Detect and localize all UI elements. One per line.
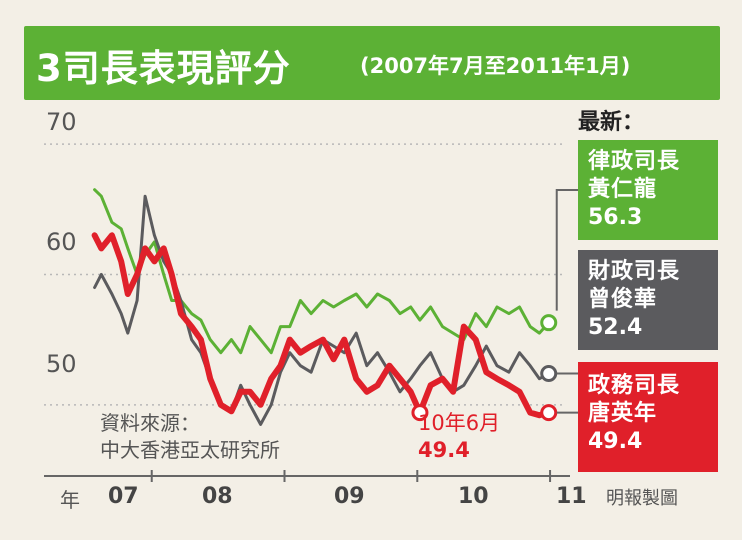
box-value: 52.4 (588, 315, 643, 340)
box-title: 律政司長 (588, 149, 681, 174)
x-tick-label: 10 (458, 484, 489, 509)
source-line: 中大香港亞太研究所 (100, 438, 280, 462)
highlight-point (540, 365, 558, 383)
source-line: 資料來源： (100, 411, 200, 435)
legend-box-financial-secretary: 財政司長 曾俊華 52.4 (578, 250, 718, 350)
leader-line (555, 189, 578, 311)
x-tick-label: 09 (334, 484, 365, 509)
x-tick-label: 08 (202, 484, 233, 509)
callout-annotation: 10年6月 49.4 (418, 410, 500, 464)
y-tick-label: 70 (46, 108, 77, 136)
box-value: 56.3 (588, 205, 643, 230)
x-tick-label: 11 (556, 484, 587, 509)
series-line (93, 188, 551, 355)
y-tick-label: 50 (46, 350, 77, 378)
callout-label: 10年6月 (418, 411, 501, 435)
box-name: 曾俊華 (588, 287, 658, 312)
box-value: 49.4 (588, 429, 643, 454)
chart-subtitle: (2007年7月至2011年1月) (360, 54, 631, 78)
x-unit-label: 年 (60, 488, 80, 512)
highlight-point (540, 404, 558, 422)
highlight-point (540, 314, 558, 332)
series-line (93, 194, 551, 426)
box-title: 財政司長 (588, 259, 681, 284)
legend-box-chief-secretary: 政務司長 唐英年 49.4 (578, 362, 718, 472)
source-note: 資料來源： 中大香港亞太研究所 (100, 410, 280, 464)
credit-label: 明報製圖 (606, 488, 678, 509)
y-tick-label: 60 (46, 228, 77, 256)
box-title: 政務司長 (588, 373, 681, 398)
highlight-point (411, 404, 429, 422)
latest-label: 最新： (578, 110, 645, 135)
box-name: 唐英年 (588, 401, 658, 426)
callout-value: 49.4 (418, 438, 470, 462)
series-line (91, 232, 552, 419)
legend-box-secretary-for-justice: 律政司長 黃仁龍 56.3 (578, 140, 718, 240)
title-bar (24, 26, 720, 100)
box-name: 黃仁龍 (588, 177, 658, 202)
chart-title: 3司長表現評分 (36, 47, 291, 90)
x-tick-label: 07 (108, 484, 139, 509)
